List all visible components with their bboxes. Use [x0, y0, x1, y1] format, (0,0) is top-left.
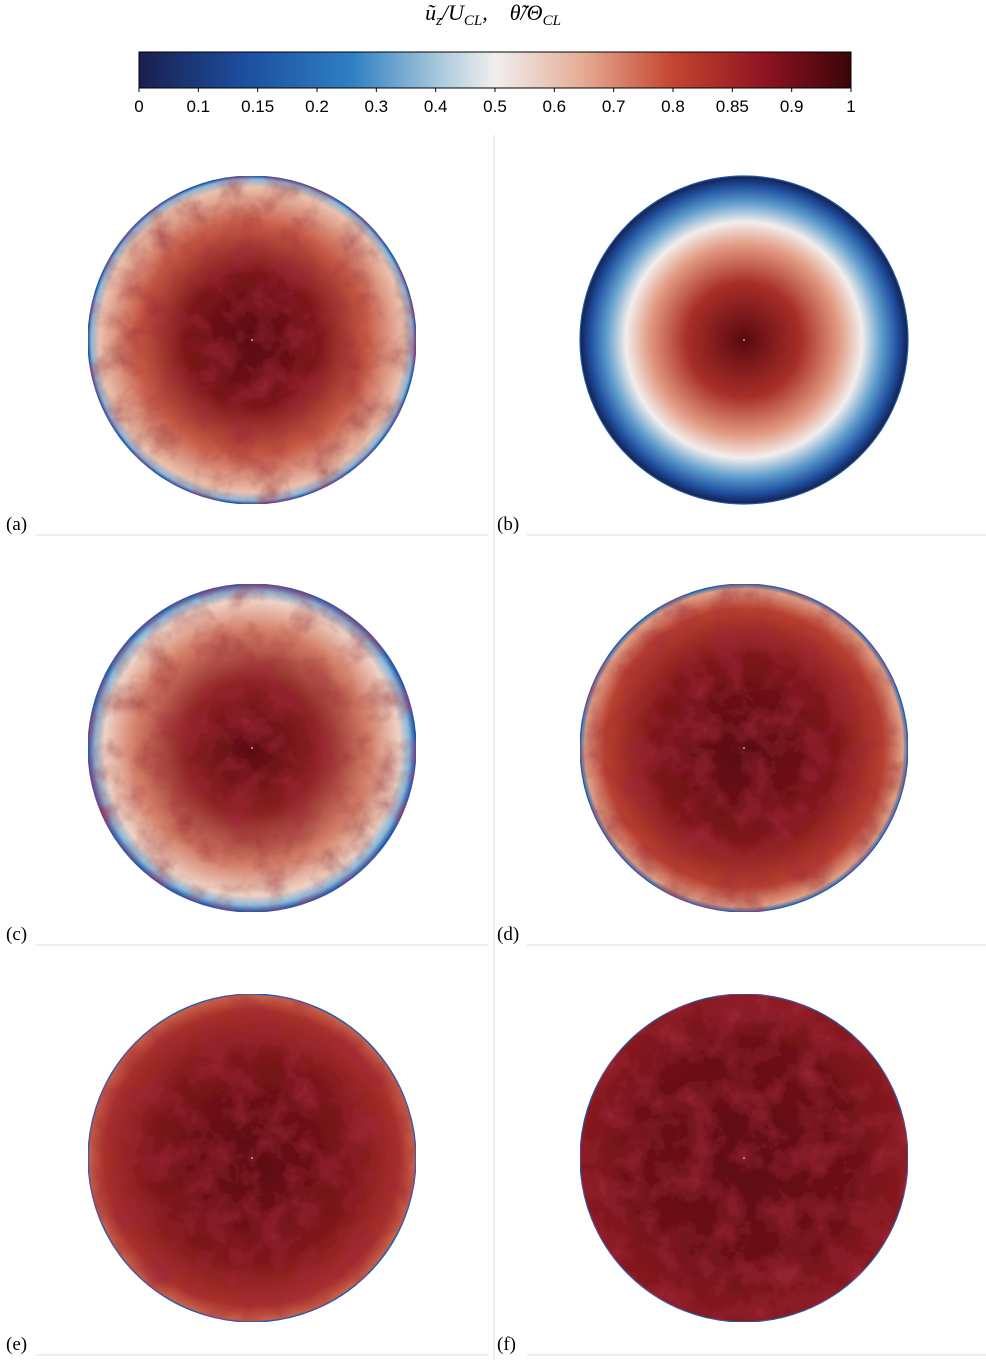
panel-label: (a)	[6, 514, 27, 535]
colorbar-tick-label: 0.2	[305, 97, 329, 116]
colorbar	[139, 52, 851, 88]
colorbar-tick-label: 0.4	[424, 97, 448, 116]
center-marker	[251, 747, 253, 749]
center-marker	[251, 339, 253, 341]
colorbar-tick-label: 0.9	[780, 97, 804, 116]
panel-label: (e)	[6, 1334, 27, 1355]
colorbar-tick-label: 1	[846, 97, 855, 116]
colorbar-tick-label: 0.85	[716, 97, 749, 116]
center-marker	[743, 747, 745, 749]
title-part: CL	[464, 13, 482, 29]
colorbar-tick-label: 0.6	[543, 97, 567, 116]
panel-label: (c)	[6, 924, 27, 945]
figure: ũz/UCL, θ̃/ΘCL 0 0.1 0.15 0.2 0.3 0.4 0.5 0.6 0.…	[0, 0, 986, 1360]
colorbar-tick-label: 0	[134, 97, 143, 116]
title-part: /U	[440, 0, 466, 25]
title-part: ũ	[425, 0, 436, 25]
title-part: , θ̃/Θ	[482, 0, 542, 25]
colorbar-tick-label: 0.15	[241, 97, 274, 116]
panel-label: (f)	[497, 1334, 516, 1355]
colorbar-title: ũz/UCL, θ̃/ΘCL	[425, 0, 561, 29]
colorbar-tick-label: 0.8	[661, 97, 685, 116]
center-marker	[743, 339, 745, 341]
colorbar-tick-label: 0.5	[483, 97, 507, 116]
center-marker	[251, 1157, 253, 1159]
colorbar-tick-label: 0.7	[602, 97, 626, 116]
page: ũz/UCL, θ̃/ΘCL 0 0.1 0.15 0.2 0.3 0.4 0.5 0.6 0.…	[0, 0, 986, 1360]
panel-label: (b)	[497, 514, 519, 535]
colorbar-tick-label: 0.3	[365, 97, 389, 116]
panel-label: (d)	[497, 924, 519, 945]
title-part: CL	[543, 13, 561, 29]
center-marker	[743, 1157, 745, 1159]
colorbar-tick-label: 0.1	[187, 97, 211, 116]
